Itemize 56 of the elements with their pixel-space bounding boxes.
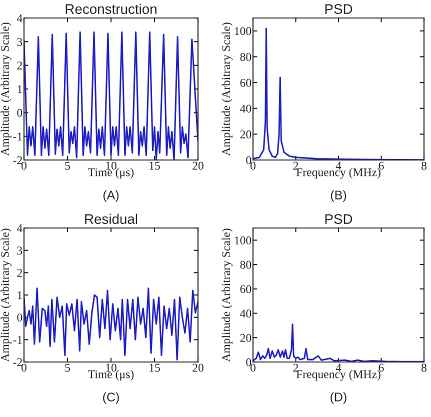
x-tick-label: 8 <box>422 162 426 170</box>
y-tick-label: 20 <box>240 130 252 138</box>
y-tick-label: 60 <box>240 78 252 87</box>
y-tick-label: 4 <box>16 14 22 22</box>
y-tick-label: 1 <box>18 291 22 300</box>
y-tick-label: 100 <box>234 27 252 36</box>
y-axis-title: Amplitude (Arbitrary Scale) <box>0 22 12 156</box>
y-axis-title: Amplitude (Arbitrary Scale) <box>222 228 233 362</box>
y-tick-label: 2 <box>17 62 22 70</box>
y-tick-label: 0 <box>246 156 252 164</box>
x-tick-label: 8 <box>422 364 426 372</box>
x-tick-label: 2 <box>293 162 298 170</box>
x-tick-label: 5 <box>65 364 70 372</box>
y-tick-label: 40 <box>240 310 252 318</box>
x-tick-label: 15 <box>150 162 160 170</box>
y-tick-label: -1 <box>13 336 22 344</box>
y-tick-label: 0 <box>246 358 252 366</box>
y-tick-label: 0 <box>17 314 22 322</box>
chart-title: PSD <box>325 4 352 14</box>
x-tick-label: 10 <box>106 162 116 170</box>
y-tick-label: 100 <box>234 236 252 244</box>
y-tick-label: 80 <box>240 52 252 61</box>
x-tick-label: 2 <box>293 364 298 372</box>
y-tick-label: -2 <box>13 358 22 366</box>
y-tick-label: 0 <box>17 108 22 117</box>
y-tick-label: 2 <box>17 268 22 277</box>
text: (D) <box>330 392 346 404</box>
y-tick-label: 4 <box>16 224 22 232</box>
x-axis-title: Frequency (MHz) <box>296 168 380 179</box>
chart-title: PSD <box>325 214 352 224</box>
y-tick-label: 1 <box>18 85 22 94</box>
x-tick-label: 10 <box>106 364 116 372</box>
text: (B) <box>330 190 346 202</box>
x-tick-label: 15 <box>150 364 160 372</box>
x-tick-label: 20 <box>192 364 204 372</box>
y-tick-label: 3 <box>17 38 22 46</box>
y-tick-label: -1 <box>13 132 22 140</box>
y-tick-label: 40 <box>240 104 252 113</box>
text: (A) <box>103 190 119 202</box>
y-tick-label: 80 <box>240 260 252 269</box>
x-tick-label: 4 <box>336 364 342 372</box>
x-tick-label: 4 <box>336 162 342 170</box>
y-tick-label: 3 <box>17 246 22 255</box>
y-tick-label: 20 <box>240 334 252 342</box>
y-tick-label: -2 <box>13 156 22 164</box>
text: (C) <box>103 392 119 404</box>
x-tick-label: 5 <box>65 162 70 170</box>
chart-title: Residual <box>85 214 138 224</box>
x-tick-label: 6 <box>378 162 384 170</box>
y-axis-title: Amplitude (Arbitrary Scale) <box>222 22 233 156</box>
x-tick-label: 20 <box>192 162 204 170</box>
y-tick-label: 60 <box>240 285 252 294</box>
x-axis-title: Frequency (MHz) <box>296 370 380 381</box>
y-axis-title: Amplitude (Arbitrary Scale) <box>0 228 12 362</box>
x-tick-label: 6 <box>378 364 384 372</box>
chart-title: Reconstruction <box>66 4 156 14</box>
